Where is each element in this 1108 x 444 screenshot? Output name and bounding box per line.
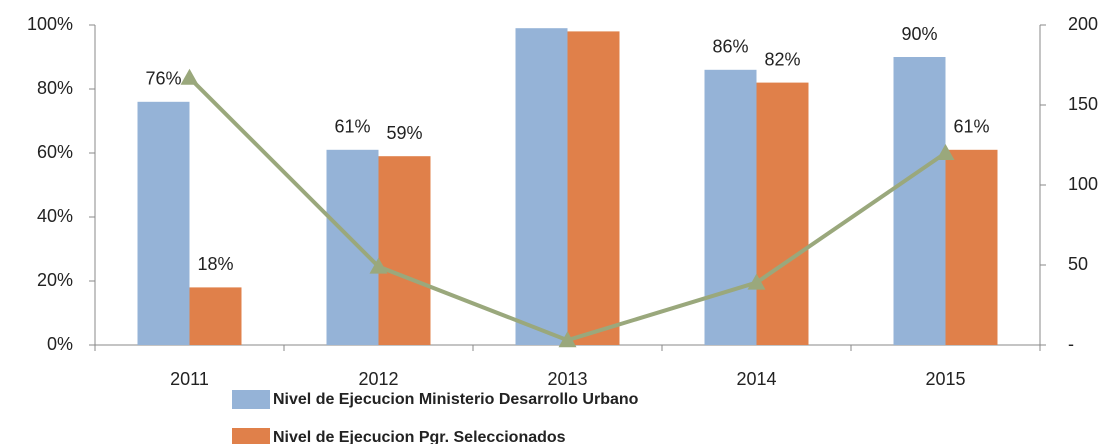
bar bbox=[137, 101, 190, 345]
data-label: 86% bbox=[712, 37, 748, 57]
y2-tick-label: 200 bbox=[1068, 14, 1098, 34]
legend-label: Nivel de Ejecucion Ministerio Desarrollo… bbox=[273, 391, 639, 408]
bar bbox=[893, 57, 946, 345]
x-tick-label: 2012 bbox=[358, 369, 398, 389]
data-label: 61% bbox=[334, 117, 370, 137]
y-tick-label: 60% bbox=[37, 142, 73, 162]
line-marker bbox=[180, 68, 199, 85]
legend-label: Nivel de Ejecucion Pgr. Seleccionados bbox=[273, 429, 566, 444]
data-label: 76% bbox=[145, 69, 181, 89]
bar bbox=[378, 156, 431, 345]
line-marker bbox=[369, 257, 388, 274]
bar bbox=[945, 149, 998, 345]
y-tick-label: 0% bbox=[47, 334, 73, 354]
data-label: 90% bbox=[901, 24, 937, 44]
bar bbox=[515, 28, 568, 345]
y-tick-label: 40% bbox=[37, 206, 73, 226]
bar bbox=[567, 31, 620, 346]
data-label: 59% bbox=[386, 123, 422, 143]
bar bbox=[704, 69, 757, 346]
legend-swatch bbox=[232, 428, 270, 444]
line-marker bbox=[558, 331, 577, 348]
x-tick-label: 2015 bbox=[925, 369, 965, 389]
bar bbox=[756, 82, 809, 345]
x-tick-label: 2011 bbox=[170, 369, 209, 389]
bar bbox=[189, 287, 242, 345]
y-tick-label: 20% bbox=[37, 270, 73, 290]
y2-tick-label: 150 bbox=[1068, 94, 1098, 114]
x-tick-label: 2014 bbox=[736, 369, 776, 389]
line-marker bbox=[936, 144, 955, 160]
bar bbox=[326, 149, 379, 345]
y-tick-label: 80% bbox=[37, 78, 73, 98]
data-label: 82% bbox=[764, 49, 800, 69]
legend-swatch bbox=[232, 390, 270, 409]
data-label: 18% bbox=[197, 254, 233, 274]
y2-tick-label: 50 bbox=[1068, 254, 1088, 274]
y2-tick-label: 100 bbox=[1068, 174, 1098, 194]
y2-tick-label: - bbox=[1068, 334, 1074, 354]
x-tick-label: 2013 bbox=[547, 369, 587, 389]
data-label: 61% bbox=[953, 117, 989, 137]
y-tick-label: 100% bbox=[27, 14, 73, 34]
line-marker bbox=[747, 273, 766, 290]
